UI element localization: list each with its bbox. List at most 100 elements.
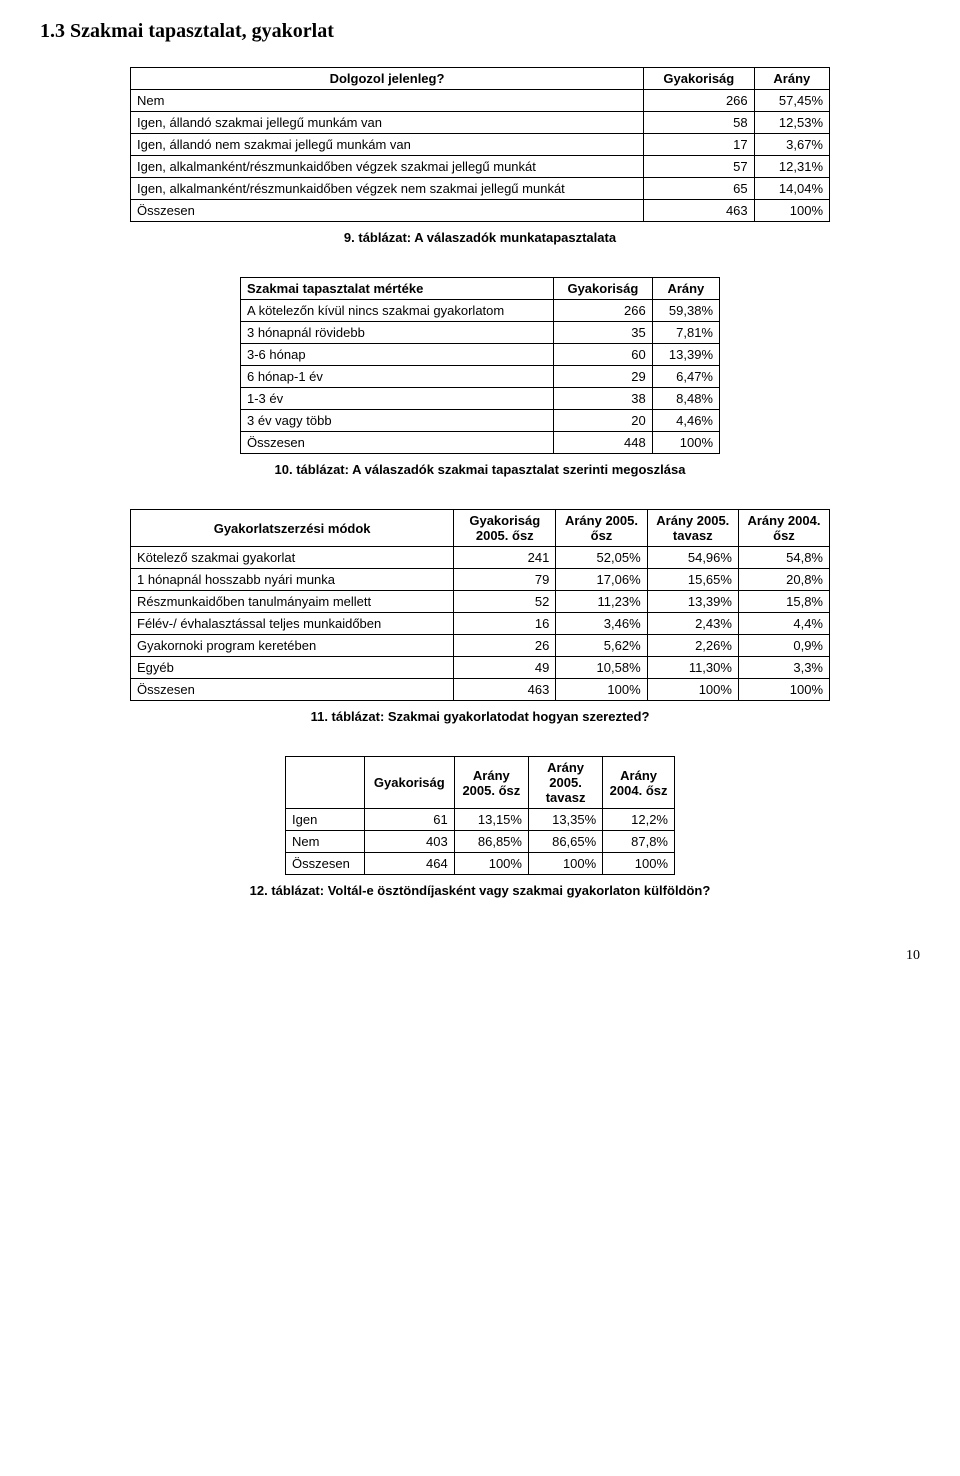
- table-cell: 2,43%: [647, 613, 738, 635]
- table-cell: 54,96%: [647, 547, 738, 569]
- table-cell: Igen: [286, 809, 365, 831]
- table-cell: 35: [554, 322, 653, 344]
- table-row: 6 hónap-1 év296,47%: [241, 366, 720, 388]
- table-cell: 57: [644, 156, 755, 178]
- table-cell: 100%: [647, 679, 738, 701]
- table-cell: 100%: [652, 432, 719, 454]
- table-cell: 13,15%: [454, 809, 528, 831]
- col-header: Arány: [652, 278, 719, 300]
- table-cell: 403: [364, 831, 454, 853]
- table-cell: 464: [364, 853, 454, 875]
- table-row: Nem26657,45%: [131, 90, 830, 112]
- table-cell: 57,45%: [754, 90, 829, 112]
- table-cell: 6 hónap-1 év: [241, 366, 554, 388]
- table-cell: Igen, állandó szakmai jellegű munkám van: [131, 112, 644, 134]
- col-header: Gyakoriság: [554, 278, 653, 300]
- table-cell: 266: [644, 90, 755, 112]
- table-cell: 5,62%: [556, 635, 647, 657]
- table-cell: Gyakornoki program keretében: [131, 635, 454, 657]
- table-cell: 29: [554, 366, 653, 388]
- table-cell: 3 év vagy több: [241, 410, 554, 432]
- table-cell: 15,65%: [647, 569, 738, 591]
- col-header: Arány 2005. ősz: [454, 757, 528, 809]
- table-10: Szakmai tapasztalat mértéke Gyakoriság A…: [240, 277, 720, 454]
- col-header: Arány 2005. tavasz: [647, 510, 738, 547]
- table-cell: 241: [454, 547, 556, 569]
- col-header: Arány 2004. ősz: [738, 510, 829, 547]
- col-header: Gyakoriság: [364, 757, 454, 809]
- table-row: Összesen463100%100%100%: [131, 679, 830, 701]
- table-header-row: Szakmai tapasztalat mértéke Gyakoriság A…: [241, 278, 720, 300]
- table-cell: Egyéb: [131, 657, 454, 679]
- col-header: Gyakoriság 2005. ősz: [454, 510, 556, 547]
- table-header-row: Gyakorlatszerzési módok Gyakoriság 2005.…: [131, 510, 830, 547]
- table-row: 1 hónapnál hosszabb nyári munka7917,06%1…: [131, 569, 830, 591]
- table-cell: 16: [454, 613, 556, 635]
- col-header: Arány 2005. tavasz: [528, 757, 602, 809]
- table-header-row: Dolgozol jelenleg? Gyakoriság Arány: [131, 68, 830, 90]
- table-cell: 7,81%: [652, 322, 719, 344]
- table-cell: 12,53%: [754, 112, 829, 134]
- table-cell: Félév-/ évhalasztással teljes munkaidőbe…: [131, 613, 454, 635]
- table-row: Kötelező szakmai gyakorlat24152,05%54,96…: [131, 547, 830, 569]
- table-header-row: Gyakoriság Arány 2005. ősz Arány 2005. t…: [286, 757, 675, 809]
- table-row: 3-6 hónap6013,39%: [241, 344, 720, 366]
- table-cell: 4,46%: [652, 410, 719, 432]
- table-row: Nem40386,85%86,65%87,8%: [286, 831, 675, 853]
- table-cell: 13,35%: [528, 809, 602, 831]
- table-cell: 58: [644, 112, 755, 134]
- table-cell: Igen, alkalmanként/részmunkaidőben végze…: [131, 156, 644, 178]
- table-cell: 87,8%: [603, 831, 675, 853]
- table-cell: 11,23%: [556, 591, 647, 613]
- table-row: Igen, állandó szakmai jellegű munkám van…: [131, 112, 830, 134]
- table-cell: 65: [644, 178, 755, 200]
- table-cell: Igen, alkalmanként/részmunkaidőben végze…: [131, 178, 644, 200]
- table-row: Félév-/ évhalasztással teljes munkaidőbe…: [131, 613, 830, 635]
- table-cell: Összesen: [241, 432, 554, 454]
- table-cell: 463: [644, 200, 755, 222]
- col-header: Gyakorlatszerzési módok: [131, 510, 454, 547]
- table-cell: Nem: [131, 90, 644, 112]
- table-cell: A kötelezőn kívül nincs szakmai gyakorla…: [241, 300, 554, 322]
- table-cell: 54,8%: [738, 547, 829, 569]
- table-cell: 100%: [738, 679, 829, 701]
- table-11: Gyakorlatszerzési módok Gyakoriság 2005.…: [130, 509, 830, 701]
- table-cell: Összesen: [131, 200, 644, 222]
- table-cell: 3,67%: [754, 134, 829, 156]
- table-row: A kötelezőn kívül nincs szakmai gyakorla…: [241, 300, 720, 322]
- table-row: Összesen463100%: [131, 200, 830, 222]
- table-cell: 3 hónapnál rövidebb: [241, 322, 554, 344]
- table-cell: 12,31%: [754, 156, 829, 178]
- table-row: Igen, alkalmanként/részmunkaidőben végze…: [131, 156, 830, 178]
- table-cell: 11,30%: [647, 657, 738, 679]
- col-header: [286, 757, 365, 809]
- table-cell: 13,39%: [647, 591, 738, 613]
- table-cell: 86,85%: [454, 831, 528, 853]
- table-row: 3 hónapnál rövidebb357,81%: [241, 322, 720, 344]
- table-cell: 4,4%: [738, 613, 829, 635]
- page-number: 10: [40, 948, 920, 964]
- table-cell: 60: [554, 344, 653, 366]
- table-cell: 100%: [556, 679, 647, 701]
- table-cell: 6,47%: [652, 366, 719, 388]
- table-cell: 59,38%: [652, 300, 719, 322]
- col-header: Szakmai tapasztalat mértéke: [241, 278, 554, 300]
- table-cell: 3-6 hónap: [241, 344, 554, 366]
- table-row: Igen, állandó nem szakmai jellegű munkám…: [131, 134, 830, 156]
- table-cell: 100%: [754, 200, 829, 222]
- table-9: Dolgozol jelenleg? Gyakoriság Arány Nem2…: [130, 67, 830, 222]
- table-caption: 9. táblázat: A válaszadók munkatapasztal…: [40, 230, 920, 245]
- table-cell: Kötelező szakmai gyakorlat: [131, 547, 454, 569]
- table-cell: 13,39%: [652, 344, 719, 366]
- table-cell: 52,05%: [556, 547, 647, 569]
- col-header: Arány 2005. ősz: [556, 510, 647, 547]
- table-cell: 100%: [603, 853, 675, 875]
- table-cell: 52: [454, 591, 556, 613]
- table-cell: 100%: [454, 853, 528, 875]
- table-cell: 3,46%: [556, 613, 647, 635]
- table-cell: Összesen: [286, 853, 365, 875]
- table-row: Gyakornoki program keretében265,62%2,26%…: [131, 635, 830, 657]
- table-cell: 2,26%: [647, 635, 738, 657]
- table-row: Igen, alkalmanként/részmunkaidőben végze…: [131, 178, 830, 200]
- table-cell: 448: [554, 432, 653, 454]
